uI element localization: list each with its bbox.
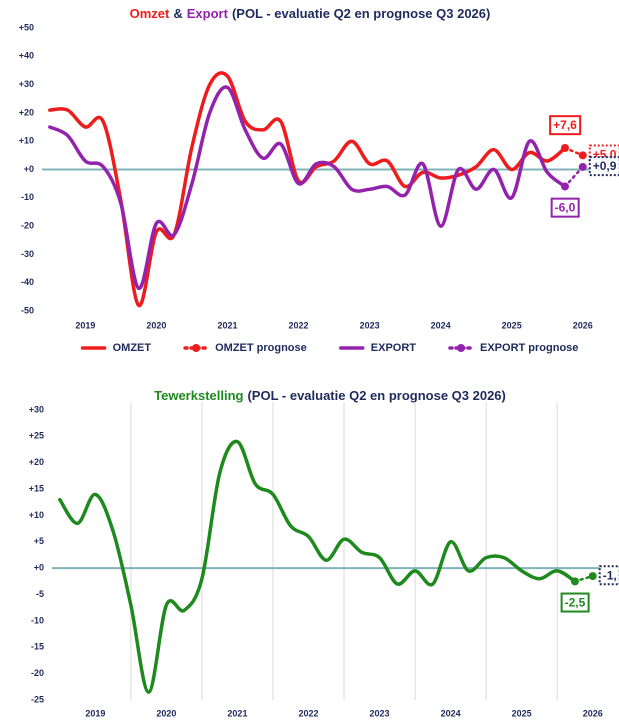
chart-title: Tewerkstelling (POL - evaluatie Q2 en pro… bbox=[154, 388, 506, 403]
y-tick-label: -5 bbox=[36, 589, 44, 599]
series-line bbox=[58, 439, 577, 694]
x-tick-label: 2019 bbox=[85, 708, 105, 718]
legend-label: OMZET bbox=[113, 342, 152, 354]
label-box bbox=[588, 156, 619, 177]
title-part: Omzet bbox=[130, 6, 170, 21]
point bbox=[560, 182, 569, 191]
legend-dot bbox=[457, 344, 465, 352]
data-label: -1, bbox=[603, 568, 617, 582]
y-tick-label: +15 bbox=[29, 483, 44, 493]
x-tick-label: 2026 bbox=[573, 320, 593, 330]
x-tick-label: 2024 bbox=[441, 708, 461, 718]
x-tick-label: 2025 bbox=[512, 708, 532, 718]
y-tick-label: +20 bbox=[19, 107, 34, 117]
x-tick-label: 2023 bbox=[370, 708, 390, 718]
y-tick-label: +0 bbox=[24, 164, 34, 174]
legend: OMZET OMZET prognose EXPORT EXPORT prognose bbox=[80, 342, 578, 354]
y-tick-label: -10 bbox=[21, 192, 34, 202]
x-tick-label: 2022 bbox=[298, 708, 318, 718]
y-tick-label: -10 bbox=[31, 615, 44, 625]
y-tick-label: -15 bbox=[31, 642, 44, 652]
chart-title: Omzet & Export (POL - evaluatie Q2 en progn… bbox=[130, 6, 491, 21]
point bbox=[588, 572, 597, 581]
x-tick-label: 2023 bbox=[360, 320, 380, 330]
y-tick-label: -50 bbox=[21, 305, 34, 315]
data-label: +7,6 bbox=[553, 118, 577, 132]
label-box bbox=[560, 592, 590, 613]
title-part: (POL - evaluatie Q2 en prognose Q3 2026) bbox=[247, 388, 505, 403]
y-tick-label: +40 bbox=[19, 51, 34, 61]
data-label: +0,9 bbox=[593, 159, 617, 173]
y-tick-label: +30 bbox=[19, 79, 34, 89]
y-tick-label: +5 bbox=[34, 536, 44, 546]
legend-label: EXPORT prognose bbox=[480, 342, 578, 354]
title-part: (POL - evaluatie Q2 en prognose Q3 2026) bbox=[232, 6, 490, 21]
data-label: -6,0 bbox=[555, 201, 576, 215]
y-tick-label: +30 bbox=[29, 404, 44, 414]
data-label: -2,5 bbox=[565, 596, 586, 610]
y-tick-label: -20 bbox=[31, 668, 44, 678]
point bbox=[578, 151, 587, 160]
x-tick-label: 2022 bbox=[289, 320, 309, 330]
x-tick-label: 2025 bbox=[502, 320, 522, 330]
point bbox=[570, 577, 579, 586]
y-tick-label: +20 bbox=[29, 457, 44, 467]
x-tick-label: 2024 bbox=[431, 320, 451, 330]
label-box bbox=[549, 115, 582, 136]
y-tick-label: +50 bbox=[19, 22, 34, 32]
label-box bbox=[598, 565, 619, 586]
title-part: Export bbox=[187, 6, 229, 21]
y-tick-label: -25 bbox=[31, 694, 44, 704]
title-part: & bbox=[173, 6, 182, 21]
legend-dot bbox=[192, 344, 201, 352]
legend-label: OMZET prognose bbox=[215, 342, 307, 354]
label-box bbox=[550, 197, 580, 218]
legend-label: EXPORT bbox=[371, 342, 417, 354]
y-tick-label: +10 bbox=[29, 510, 44, 520]
y-tick-label: +25 bbox=[29, 431, 44, 441]
series-line bbox=[48, 85, 567, 291]
y-tick-label: -20 bbox=[21, 220, 34, 230]
x-tick-label: 2020 bbox=[156, 708, 176, 718]
x-tick-label: 2021 bbox=[217, 320, 237, 330]
point bbox=[578, 162, 587, 171]
title-part: Tewerkstelling bbox=[154, 388, 243, 403]
point bbox=[560, 143, 569, 152]
series-line bbox=[48, 71, 567, 308]
x-tick-label: 2019 bbox=[75, 320, 95, 330]
x-tick-label: 2026 bbox=[583, 708, 603, 718]
x-tick-label: 2021 bbox=[227, 708, 247, 718]
y-tick-label: -40 bbox=[21, 277, 34, 287]
y-tick-label: +0 bbox=[34, 563, 44, 573]
y-tick-label: -30 bbox=[21, 249, 34, 259]
y-tick-label: +10 bbox=[19, 136, 34, 146]
x-tick-label: 2020 bbox=[146, 320, 166, 330]
